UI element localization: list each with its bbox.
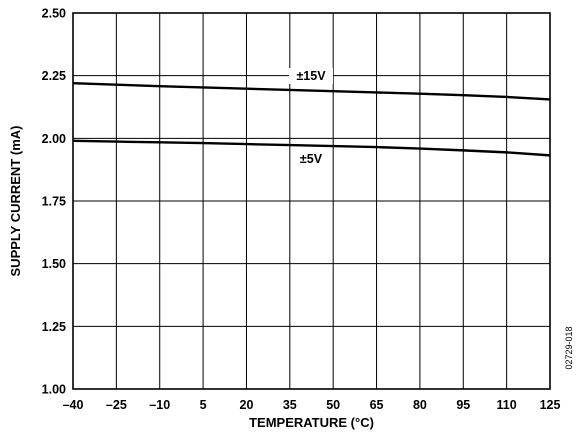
x-tick-labels: –40 –25 –10 5 20 35 50 65 80 95 110 125 <box>63 398 561 412</box>
y-tick-label: 1.50 <box>42 257 66 271</box>
plot-frame <box>72 12 551 390</box>
x-tick-label: 95 <box>456 398 470 412</box>
series-label-1: ±15V <box>296 69 326 83</box>
series-line-1 <box>72 81 551 101</box>
x-tick-label: 80 <box>413 398 427 412</box>
y-tick-label: 1.75 <box>42 195 66 209</box>
x-tick-label: 35 <box>283 398 297 412</box>
grid <box>73 13 550 389</box>
x-tick-label: –10 <box>149 398 170 412</box>
series-line-2 <box>72 139 551 157</box>
y-tick-label: 2.25 <box>42 69 66 83</box>
x-tick-label: –40 <box>63 398 84 412</box>
x-tick-label: 50 <box>326 398 340 412</box>
y-tick-label: 2.00 <box>42 132 66 146</box>
series-label-background <box>289 68 333 84</box>
x-tick-label: 65 <box>370 398 384 412</box>
x-tick-label: 5 <box>200 398 207 412</box>
y-tick-label: 1.25 <box>42 320 66 334</box>
x-tick-label: –25 <box>106 398 127 412</box>
y-tick-labels: 1.00 1.25 1.50 1.75 2.00 2.25 2.50 <box>42 7 66 397</box>
series-group: ±15V ±5V <box>72 68 551 166</box>
x-tick-label: 20 <box>240 398 254 412</box>
y-tick-label: 2.50 <box>42 7 66 21</box>
y-axis-title: SUPPLY CURRENT (mA) <box>8 126 23 277</box>
x-tick-label: 125 <box>540 398 561 412</box>
x-tick-label: 110 <box>497 398 517 412</box>
series-label-2: ±5V <box>300 152 323 166</box>
y-tick-label: 1.00 <box>42 383 66 397</box>
figure-id: 02729-018 <box>564 326 574 369</box>
x-axis-title: TEMPERATURE (°C) <box>249 415 374 430</box>
